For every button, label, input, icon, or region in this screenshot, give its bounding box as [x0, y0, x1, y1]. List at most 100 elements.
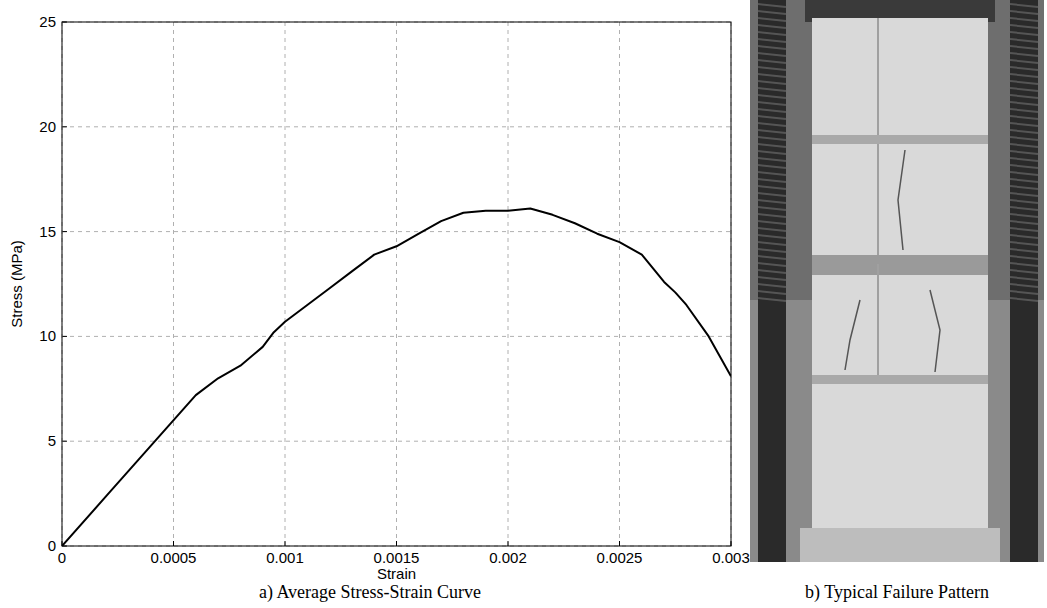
- thread: [1010, 95, 1038, 98]
- thread: [758, 263, 786, 266]
- caption: b) Typical Failure Pattern: [805, 582, 989, 603]
- thread: [1010, 256, 1038, 259]
- thread: [758, 242, 786, 245]
- tick: [173, 541, 174, 546]
- thread: [1010, 81, 1038, 84]
- thread: [1010, 214, 1038, 217]
- tick: [62, 231, 67, 232]
- tick: [62, 126, 67, 127]
- thread: [1010, 11, 1038, 14]
- tick-label: 0: [48, 537, 56, 554]
- thread: [758, 221, 786, 224]
- mortar-joint: [812, 135, 988, 144]
- plot-frame: [62, 22, 731, 546]
- thread: [758, 291, 786, 294]
- thread: [758, 81, 786, 84]
- tick: [62, 441, 67, 442]
- thread: [758, 214, 786, 217]
- thread: [758, 116, 786, 119]
- stress-strain-line: [62, 209, 731, 546]
- thread: [758, 277, 786, 280]
- tick: [508, 541, 509, 546]
- tick-label: 0.001: [266, 549, 304, 566]
- tick-label: 0: [58, 549, 66, 566]
- thread: [1010, 277, 1038, 280]
- thread: [1010, 270, 1038, 273]
- thread: [758, 193, 786, 196]
- thread: [758, 39, 786, 42]
- thread: [758, 165, 786, 168]
- thread: [1010, 46, 1038, 49]
- tick: [285, 541, 286, 546]
- thread: [1010, 74, 1038, 77]
- thread: [758, 179, 786, 182]
- figure: 051015202500.00050.0010.00150.0020.00250…: [0, 0, 1047, 608]
- thread: [1010, 221, 1038, 224]
- tick-label: 0.003: [712, 549, 750, 566]
- thread: [758, 60, 786, 63]
- thread: [1010, 18, 1038, 21]
- grid-line: [508, 22, 509, 546]
- thread: [1010, 123, 1038, 126]
- thread: [758, 123, 786, 126]
- thread: [758, 4, 786, 7]
- thread: [758, 46, 786, 49]
- thread: [758, 88, 786, 91]
- tick-label: 15: [39, 223, 56, 240]
- tick-label: 25: [39, 13, 56, 30]
- thread: [758, 249, 786, 252]
- thread: [1010, 67, 1038, 70]
- thread: [1010, 186, 1038, 189]
- head-joint: [877, 264, 879, 375]
- thread: [1010, 242, 1038, 245]
- tick-label: 0.0025: [597, 549, 643, 566]
- thread: [1010, 172, 1038, 175]
- thread: [1010, 193, 1038, 196]
- threaded-rod: [1010, 0, 1038, 562]
- crack: [898, 150, 905, 250]
- prism: [812, 18, 988, 528]
- thread: [1010, 228, 1038, 231]
- thread: [758, 67, 786, 70]
- thread: [1010, 207, 1038, 210]
- thread: [758, 151, 786, 154]
- thread: [758, 144, 786, 147]
- thread: [1010, 291, 1038, 294]
- tick-label: 0.0005: [151, 549, 197, 566]
- tick-label: 10: [39, 327, 56, 344]
- thread: [1010, 179, 1038, 182]
- thread: [1010, 102, 1038, 105]
- thread: [1010, 235, 1038, 238]
- caption: a) Average Stress-Strain Curve: [259, 582, 481, 603]
- thread: [1010, 53, 1038, 56]
- thread: [1010, 109, 1038, 112]
- crack: [930, 290, 940, 372]
- tick: [619, 541, 620, 546]
- thread: [1010, 249, 1038, 252]
- grid-line: [173, 22, 174, 546]
- plot-area: [62, 209, 731, 546]
- thread: [758, 228, 786, 231]
- thread: [1010, 116, 1038, 119]
- thread: [758, 11, 786, 14]
- spalled-joint: [812, 255, 988, 275]
- thread: [1010, 32, 1038, 35]
- photo-background: [750, 0, 1044, 562]
- thread: [1010, 298, 1038, 301]
- thread: [1010, 4, 1038, 7]
- thread: [1010, 39, 1038, 42]
- thread: [1010, 25, 1038, 28]
- thread: [1010, 144, 1038, 147]
- thread: [758, 95, 786, 98]
- tick-label: 0.002: [489, 549, 527, 566]
- thread: [1010, 60, 1038, 63]
- mortar-joint: [812, 375, 988, 384]
- crack: [845, 300, 860, 370]
- thread: [1010, 151, 1038, 154]
- thread: [1010, 130, 1038, 133]
- thread: [758, 207, 786, 210]
- threaded-rod: [758, 0, 786, 562]
- thread: [1010, 263, 1038, 266]
- thread: [758, 109, 786, 112]
- head-joint: [877, 18, 879, 135]
